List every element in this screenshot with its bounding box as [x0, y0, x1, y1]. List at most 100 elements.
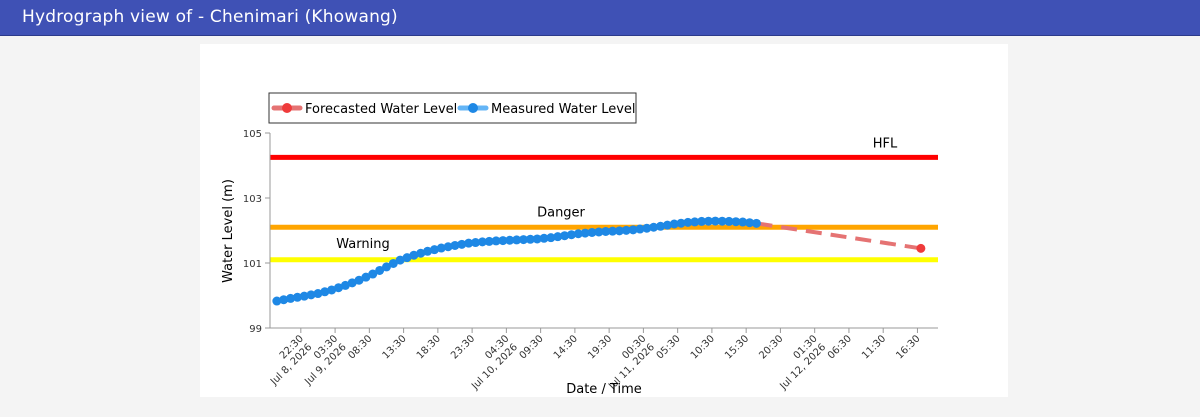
x-tick-label-line: 15:30	[723, 333, 751, 361]
measured-point[interactable]	[724, 216, 734, 226]
x-tick-label-line: 14:30	[552, 333, 580, 361]
measured-point[interactable]	[683, 217, 693, 227]
y-tick-label: 103	[243, 194, 262, 205]
measured-point[interactable]	[614, 226, 624, 236]
measured-point[interactable]	[457, 239, 467, 249]
measured-point[interactable]	[498, 236, 508, 246]
x-tick-label: 10:30	[689, 333, 717, 361]
measured-point[interactable]	[525, 234, 535, 244]
y-tick-label: 101	[243, 259, 262, 270]
measured-point[interactable]	[443, 242, 453, 252]
measured-point[interactable]	[477, 237, 487, 247]
measured-point[interactable]	[381, 262, 391, 272]
x-tick-label-line: 18:30	[415, 333, 443, 361]
measured-point[interactable]	[518, 235, 528, 245]
chart-panel: HFL Danger Warning 99 101 103 105 22:30Jul 8, …	[200, 44, 1008, 397]
legend-measured-label[interactable]: Measured Water Level	[491, 102, 636, 117]
measured-point[interactable]	[416, 248, 426, 258]
measured-point[interactable]	[553, 232, 563, 242]
measured-point[interactable]	[608, 226, 618, 236]
measured-point[interactable]	[662, 220, 672, 230]
y-tick-label: 105	[243, 129, 262, 140]
measured-point[interactable]	[375, 265, 385, 275]
measured-point[interactable]	[669, 219, 679, 229]
measured-point[interactable]	[656, 221, 666, 231]
measured-point[interactable]	[423, 246, 433, 256]
x-tick-label-line: 06:30	[826, 333, 854, 361]
measured-point[interactable]	[745, 218, 755, 228]
measured-point[interactable]	[580, 228, 590, 238]
measured-point[interactable]	[436, 243, 446, 253]
legend-forecast-dot	[282, 103, 292, 113]
x-tick-label: 16:30	[894, 333, 922, 361]
measured-point[interactable]	[402, 253, 412, 263]
measured-point[interactable]	[340, 280, 350, 290]
measured-point[interactable]	[731, 217, 741, 227]
measured-point[interactable]	[587, 227, 597, 237]
measured-point[interactable]	[601, 226, 611, 236]
measured-point[interactable]	[690, 217, 700, 227]
measured-point[interactable]	[573, 229, 583, 239]
measured-point[interactable]	[628, 225, 638, 235]
threshold-lines: HFL Danger Warning	[270, 136, 938, 263]
x-tick-label-line: 13:30	[381, 333, 409, 361]
measured-point[interactable]	[512, 235, 522, 245]
measured-point[interactable]	[697, 216, 707, 226]
x-tick-label-line: 20:30	[757, 333, 785, 361]
legend-measured-dot	[468, 103, 478, 113]
x-tick-label: 19:30	[586, 333, 614, 361]
x-tick-label: 14:30	[552, 333, 580, 361]
measured-point[interactable]	[566, 230, 576, 240]
measured-point[interactable]	[546, 233, 556, 243]
measured-point[interactable]	[649, 222, 659, 232]
measured-point[interactable]	[279, 295, 289, 305]
measured-point[interactable]	[334, 283, 344, 293]
measured-point[interactable]	[676, 218, 686, 228]
x-tick-label: 23:30	[449, 333, 477, 361]
measured-point[interactable]	[327, 285, 337, 295]
measured-point[interactable]	[388, 258, 398, 268]
measured-point[interactable]	[703, 216, 713, 226]
measured-point[interactable]	[409, 250, 419, 260]
chart-series	[272, 216, 926, 306]
measured-point[interactable]	[450, 240, 460, 250]
measured-point[interactable]	[313, 289, 323, 299]
measured-point[interactable]	[429, 245, 439, 255]
measured-point[interactable]	[361, 272, 371, 282]
x-tick-label: 08:30	[346, 333, 374, 361]
measured-point[interactable]	[292, 292, 302, 302]
measured-point[interactable]	[464, 238, 474, 248]
measured-point[interactable]	[560, 231, 570, 241]
x-tick-label-line: 11:30	[860, 333, 888, 361]
measured-point[interactable]	[642, 223, 652, 233]
measured-point[interactable]	[635, 224, 645, 234]
chart-legend[interactable]: Forecasted Water Level Measured Water Le…	[268, 92, 637, 124]
measured-point[interactable]	[471, 238, 481, 248]
measured-point[interactable]	[594, 227, 604, 237]
measured-point[interactable]	[532, 234, 542, 244]
forecast-point[interactable]	[916, 243, 926, 253]
measured-point[interactable]	[272, 296, 282, 306]
measured-point[interactable]	[484, 236, 494, 246]
x-tick-label-line: 23:30	[449, 333, 477, 361]
measured-point[interactable]	[505, 235, 515, 245]
measured-point[interactable]	[710, 216, 720, 226]
measured-point[interactable]	[738, 217, 748, 227]
measured-point[interactable]	[539, 233, 549, 243]
x-tick-label-line: 19:30	[586, 333, 614, 361]
measured-point[interactable]	[299, 291, 309, 301]
measured-point[interactable]	[621, 225, 631, 235]
measured-point[interactable]	[717, 216, 727, 226]
measured-point[interactable]	[368, 269, 378, 279]
measured-point[interactable]	[354, 275, 364, 285]
measured-point[interactable]	[347, 278, 357, 288]
measured-point[interactable]	[395, 255, 405, 265]
measured-point[interactable]	[751, 218, 761, 228]
y-tick-label: 99	[249, 324, 262, 335]
measured-point[interactable]	[306, 290, 316, 300]
measured-point[interactable]	[320, 287, 330, 297]
legend-forecast-label[interactable]: Forecasted Water Level	[305, 102, 457, 117]
x-tick-label-line: 08:30	[346, 333, 374, 361]
measured-point[interactable]	[286, 293, 296, 303]
measured-point[interactable]	[491, 236, 501, 246]
